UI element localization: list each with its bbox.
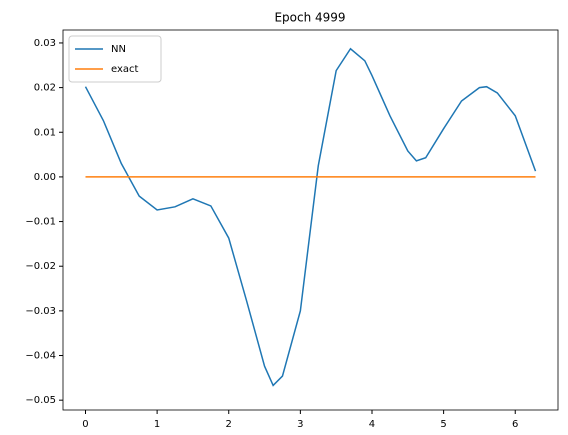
y-tick-label: 0.00 — [34, 172, 56, 183]
y-tick-label: −0.03 — [25, 306, 56, 317]
y-tick-label: 0.03 — [34, 38, 56, 49]
x-tick-label: 6 — [512, 419, 518, 430]
y-tick-label: −0.02 — [25, 261, 56, 272]
legend-box — [68, 35, 162, 83]
plot-frame — [62, 29, 559, 411]
x-tick-label: 4 — [369, 419, 375, 430]
y-tick-label: −0.04 — [25, 351, 56, 362]
y-tick-label: −0.01 — [25, 217, 56, 228]
x-tick-label: 0 — [82, 419, 88, 430]
y-tick-label: 0.02 — [34, 83, 56, 94]
x-tick-label: 2 — [226, 419, 232, 430]
legend-label: exact — [111, 64, 139, 75]
y-tick-label: 0.01 — [34, 127, 56, 138]
x-tick-label: 3 — [297, 419, 303, 430]
chart-title: Epoch 4999 — [274, 11, 345, 25]
x-tick-label: 5 — [440, 419, 446, 430]
legend-label: NN — [111, 44, 126, 55]
y-tick-label: −0.05 — [25, 395, 56, 406]
line-series — [84, 47, 537, 387]
x-tick-label: 1 — [154, 419, 160, 430]
